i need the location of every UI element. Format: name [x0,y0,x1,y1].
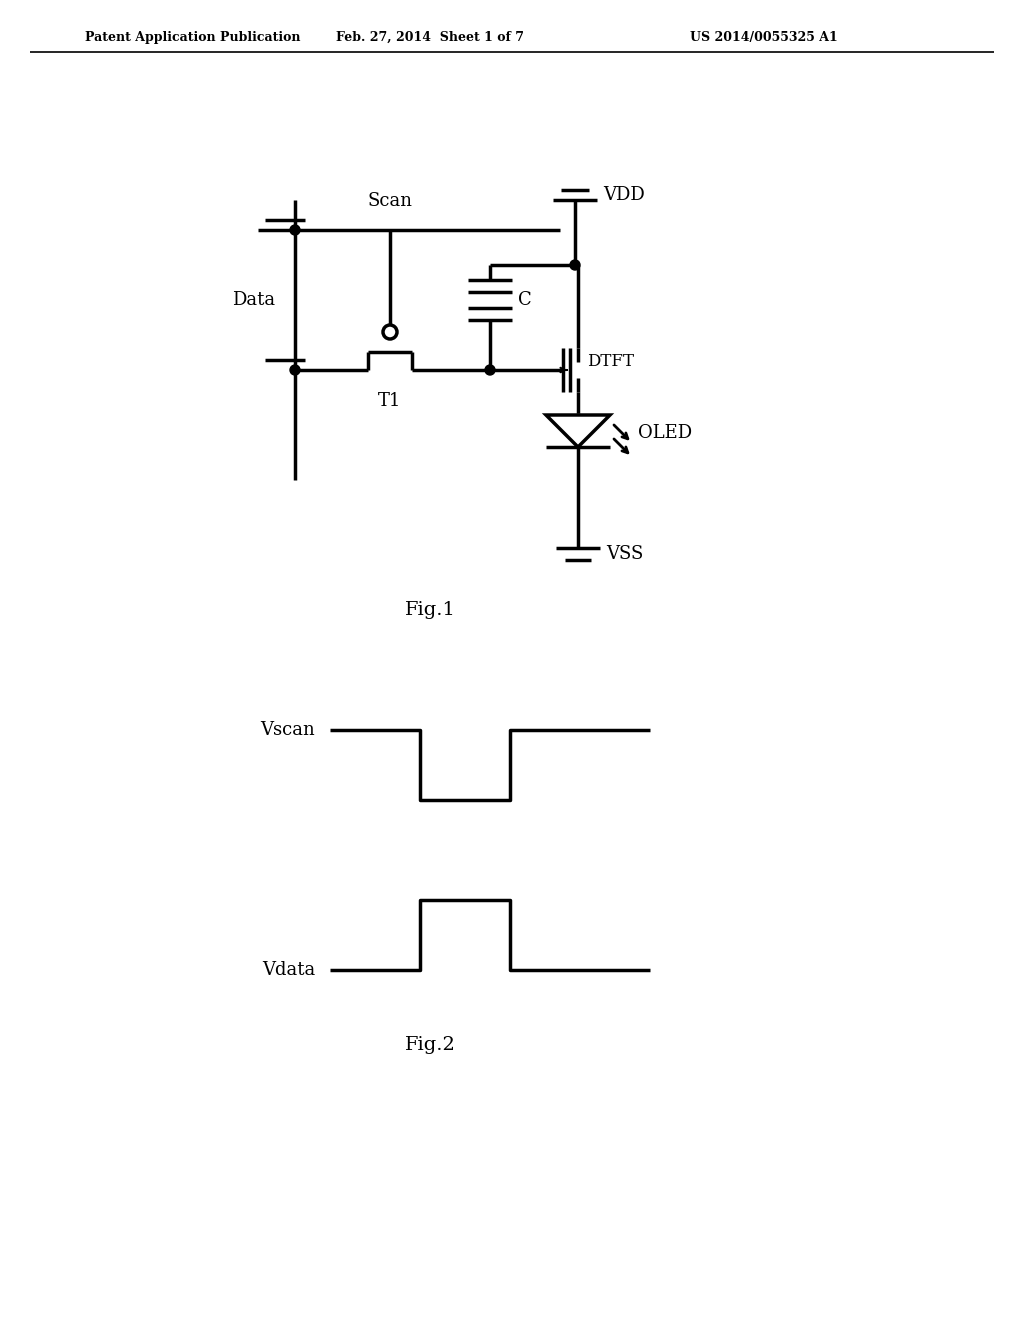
Text: US 2014/0055325 A1: US 2014/0055325 A1 [690,30,838,44]
Text: Fig.1: Fig.1 [404,601,456,619]
Text: T1: T1 [378,392,401,411]
Text: Scan: Scan [368,191,413,210]
Circle shape [290,224,300,235]
Circle shape [290,366,300,375]
Text: Feb. 27, 2014  Sheet 1 of 7: Feb. 27, 2014 Sheet 1 of 7 [336,30,524,44]
Text: VDD: VDD [603,186,645,205]
Text: Data: Data [231,290,275,309]
Text: VSS: VSS [606,545,643,564]
Text: Fig.2: Fig.2 [404,1036,456,1053]
Text: DTFT: DTFT [587,354,634,371]
Circle shape [570,260,580,271]
Text: Vscan: Vscan [260,721,315,739]
Circle shape [485,366,495,375]
Text: OLED: OLED [638,424,692,442]
Text: C: C [518,290,531,309]
Text: Vdata: Vdata [262,961,315,979]
Text: Patent Application Publication: Patent Application Publication [85,30,300,44]
